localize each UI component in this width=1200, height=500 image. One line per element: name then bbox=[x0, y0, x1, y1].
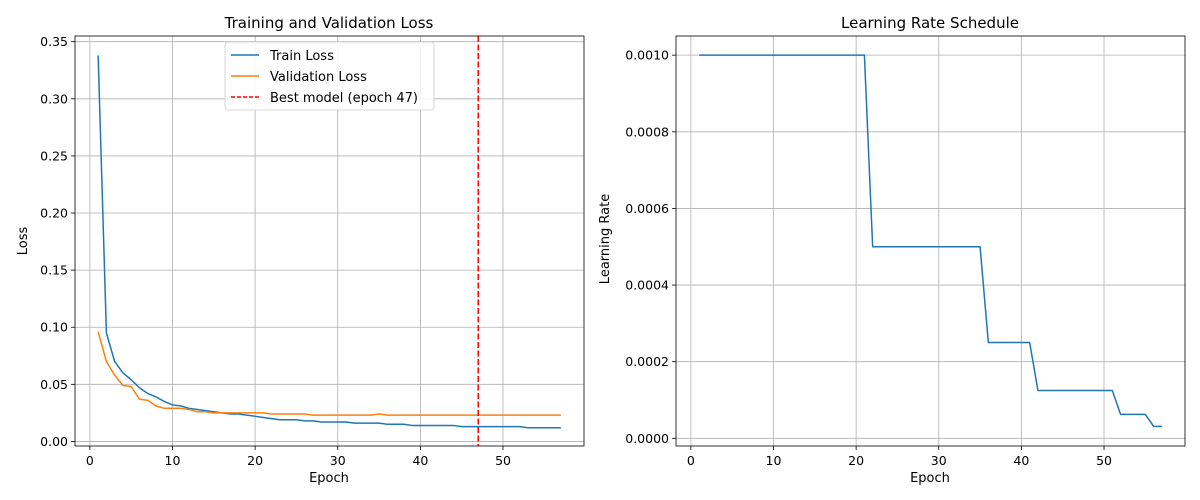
lr-x-tick-label: 10 bbox=[766, 453, 782, 468]
loss-chart-title: Training and Validation Loss bbox=[224, 14, 434, 32]
loss-y-tick-label: 0.25 bbox=[40, 148, 68, 163]
lr-y-tick-label: 0.0006 bbox=[625, 201, 669, 216]
loss-y-tick-label: 0.05 bbox=[40, 377, 68, 392]
lr-series-learning-rate-line bbox=[699, 54, 1162, 428]
loss-y-tick-label: 0.00 bbox=[40, 434, 68, 449]
loss-x-tick-label: 30 bbox=[330, 453, 346, 468]
lr-y-tick-label: 0.0008 bbox=[625, 124, 669, 139]
lr-chart-title: Learning Rate Schedule bbox=[841, 14, 1019, 32]
loss-x-tick-label: 0 bbox=[86, 453, 94, 468]
loss-x-tick-label: 50 bbox=[495, 453, 511, 468]
loss-series-train-loss-line bbox=[97, 55, 561, 429]
lr-y-tick-label: 0.0010 bbox=[625, 48, 669, 63]
loss-x-tick-label: 10 bbox=[165, 453, 181, 468]
lr-x-axis-label: Epoch bbox=[910, 471, 950, 486]
loss-y-tick-label: 0.20 bbox=[40, 206, 68, 221]
lr-x-tick-label: 0 bbox=[687, 453, 695, 468]
loss-legend-label: Best model (epoch 47) bbox=[270, 91, 418, 106]
lr-x-tick-label: 40 bbox=[1013, 453, 1029, 468]
loss-series-validation-loss-line bbox=[97, 331, 561, 416]
lr-y-tick-label: 0.0000 bbox=[625, 431, 669, 446]
lr-y-axis-label: Learning Rate bbox=[598, 194, 613, 284]
loss-x-axis-label: Epoch bbox=[309, 471, 349, 486]
loss-x-tick-label: 40 bbox=[412, 453, 428, 468]
lr-grid bbox=[676, 36, 1185, 446]
loss-y-tick-label: 0.30 bbox=[40, 91, 68, 106]
lr-x-tick-label: 30 bbox=[931, 453, 947, 468]
loss-y-tick-label: 0.10 bbox=[40, 320, 68, 335]
lr-y-tick-label: 0.0002 bbox=[625, 354, 669, 369]
loss-legend-box bbox=[224, 41, 435, 111]
lr-y-tick-label: 0.0004 bbox=[625, 278, 669, 293]
loss-legend-label: Train Loss bbox=[269, 49, 334, 64]
lr-plot-frame bbox=[675, 35, 1186, 447]
loss-chart-panel: Training and Validation Loss Epoch Loss … bbox=[16, 14, 585, 486]
loss-y-axis-label: Loss bbox=[16, 227, 31, 256]
lr-x-tick-label: 50 bbox=[1096, 453, 1112, 468]
loss-legend-label: Validation Loss bbox=[270, 70, 367, 85]
loss-legend: Train Loss Validation Loss Best model (epo… bbox=[224, 41, 435, 111]
lr-x-tick-label: 20 bbox=[848, 453, 864, 468]
loss-plot-frame bbox=[74, 35, 585, 447]
lr-chart-panel: Learning Rate Schedule Epoch Learning Ra… bbox=[598, 14, 1186, 486]
loss-x-tick-label: 20 bbox=[247, 453, 263, 468]
loss-y-tick-label: 0.35 bbox=[40, 34, 68, 49]
loss-y-tick-label: 0.15 bbox=[40, 263, 68, 278]
